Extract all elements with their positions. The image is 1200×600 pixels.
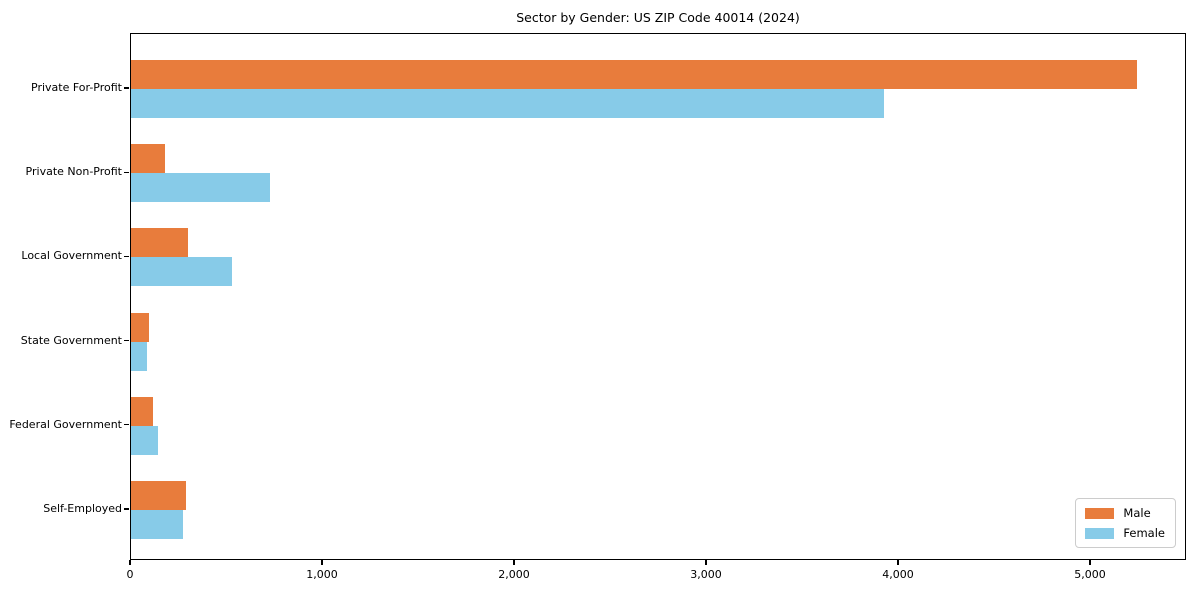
x-tick-5 xyxy=(1089,560,1091,565)
bar-female-2 xyxy=(131,257,232,287)
bar-group-4 xyxy=(131,396,1185,455)
bar-male-4 xyxy=(131,396,154,426)
bar-group-0 xyxy=(131,60,1185,118)
y-tick-5 xyxy=(124,508,129,510)
bar-male-5 xyxy=(131,481,186,510)
y-label-1: Private Non-Profit xyxy=(25,165,122,179)
x-label-2: 2,000 xyxy=(498,568,530,581)
bar-group-3 xyxy=(131,312,1185,371)
bar-group-2 xyxy=(131,228,1185,287)
x-tick-3 xyxy=(705,560,707,565)
chart-title: Sector by Gender: US ZIP Code 40014 (202… xyxy=(516,10,800,25)
x-tick-2 xyxy=(513,560,515,565)
y-tick-2 xyxy=(124,255,129,258)
bar-male-2 xyxy=(131,228,189,258)
legend: Male Female xyxy=(1075,498,1176,548)
legend-swatch-female xyxy=(1085,527,1115,539)
bar-male-3 xyxy=(131,312,150,342)
legend-label-female: Female xyxy=(1123,526,1165,540)
y-label-3: State Government xyxy=(20,333,122,347)
legend-entry-female: Female xyxy=(1085,526,1165,540)
y-label-2: Local Government xyxy=(21,249,122,263)
y-tick-4 xyxy=(124,424,129,426)
y-tick-0 xyxy=(124,87,129,89)
y-tick-3 xyxy=(124,339,129,342)
y-tick-1 xyxy=(124,171,129,173)
legend-swatch-male xyxy=(1085,507,1115,519)
y-label-0: Private For-Profit xyxy=(31,81,122,94)
bar-female-0 xyxy=(131,89,885,118)
x-tick-4 xyxy=(897,560,899,565)
x-label-4: 4,000 xyxy=(882,568,914,581)
bar-male-1 xyxy=(131,144,166,174)
legend-label-male: Male xyxy=(1123,506,1151,520)
x-tick-0 xyxy=(129,560,131,565)
y-label-4: Federal Government xyxy=(9,417,122,431)
plot-area: Male Female xyxy=(130,33,1186,560)
y-label-5: Self-Employed xyxy=(43,502,122,515)
legend-entry-male: Male xyxy=(1085,506,1165,520)
bar-group-5 xyxy=(131,481,1185,539)
bar-female-1 xyxy=(131,173,270,203)
bar-female-4 xyxy=(131,425,158,455)
x-label-1: 1,000 xyxy=(306,568,338,581)
bar-male-0 xyxy=(131,60,1138,89)
x-label-0: 0 xyxy=(126,568,134,581)
bar-group-1 xyxy=(131,144,1185,203)
x-tick-1 xyxy=(321,560,323,565)
bar-female-5 xyxy=(131,510,183,539)
bar-female-3 xyxy=(131,341,148,371)
x-label-5: 5,000 xyxy=(1074,568,1106,581)
x-label-3: 3,000 xyxy=(690,568,722,581)
